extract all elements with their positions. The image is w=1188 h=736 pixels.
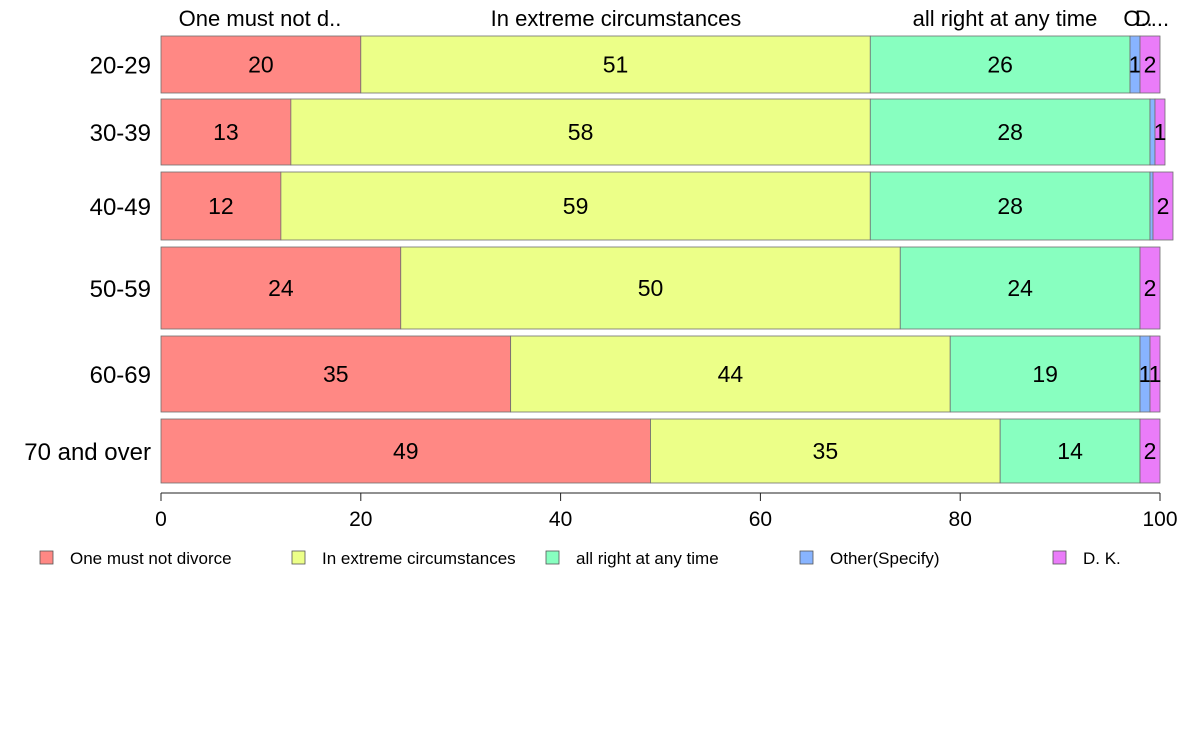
- bar-segment: [1149, 171, 1154, 241]
- x-tick-label: 0: [155, 508, 167, 531]
- data-label: 2: [1144, 275, 1157, 301]
- bar-segment: [160, 35, 362, 94]
- data-label: 28: [997, 193, 1023, 219]
- category-label: 20-29: [90, 53, 151, 80]
- bar-segment: [1154, 98, 1166, 166]
- legend-label: In extreme circumstances: [322, 549, 516, 568]
- legend-swatch: [545, 550, 560, 565]
- data-label: 20: [248, 52, 274, 78]
- data-label: 28: [997, 119, 1023, 145]
- data-label: 58: [568, 119, 594, 145]
- data-label: 19: [1032, 361, 1058, 387]
- bar-segment: [360, 35, 871, 94]
- data-label: 12: [208, 193, 234, 219]
- legend-label: D. K.: [1083, 549, 1121, 568]
- bar-segment: [1152, 171, 1174, 241]
- category-label: 40-49: [90, 194, 151, 221]
- data-label: 49: [393, 438, 419, 464]
- top-series-label: One must not d..: [179, 6, 342, 31]
- data-label: 1: [1129, 52, 1142, 78]
- category-label: 30-39: [90, 120, 151, 147]
- bar-segment: [1149, 335, 1161, 413]
- legend-label: Other(Specify): [830, 549, 940, 568]
- data-label: 2: [1144, 52, 1157, 78]
- x-tick-label: 100: [1142, 508, 1177, 531]
- x-tick-label: 80: [949, 508, 972, 531]
- legend-label: One must not divorce: [70, 549, 232, 568]
- bar-segment: [290, 98, 871, 166]
- data-label: 59: [563, 193, 589, 219]
- legend-label: all right at any time: [576, 549, 719, 568]
- bar-segment: [869, 98, 1151, 166]
- data-label: 35: [323, 361, 349, 387]
- data-label: 1: [1154, 119, 1167, 145]
- top-series-label: In extreme circumstances: [491, 6, 742, 31]
- x-tick-label: 60: [749, 508, 772, 531]
- bar-segment: [160, 98, 292, 166]
- bar-segment: [1139, 35, 1161, 94]
- data-label: 24: [1007, 275, 1033, 301]
- legend-swatch: [1052, 550, 1067, 565]
- data-label: 1: [1149, 361, 1162, 387]
- bar-segment: [1139, 246, 1161, 330]
- data-label: 2: [1144, 438, 1157, 464]
- data-label: 50: [638, 275, 664, 301]
- category-label: 50-59: [90, 276, 151, 303]
- data-label: 14: [1057, 438, 1083, 464]
- category-label: 60-69: [90, 362, 151, 389]
- data-label: 26: [987, 52, 1013, 78]
- bar-segment: [949, 335, 1141, 413]
- bar-segment: [510, 335, 951, 413]
- data-label: 44: [718, 361, 744, 387]
- legend-swatch: [291, 550, 306, 565]
- data-label: 35: [813, 438, 839, 464]
- x-tick-label: 40: [549, 508, 572, 531]
- bar-segment: [869, 171, 1151, 241]
- data-label: 13: [213, 119, 239, 145]
- bar-segment: [869, 35, 1131, 94]
- bar-segment: [1139, 418, 1161, 484]
- data-label: 24: [268, 275, 294, 301]
- legend-swatch: [799, 550, 814, 565]
- bar-segment: [899, 246, 1141, 330]
- data-label: 51: [603, 52, 629, 78]
- category-label: 70 and over: [24, 439, 151, 466]
- bar-segment: [999, 418, 1141, 484]
- bar-segment: [160, 335, 512, 413]
- top-series-label: D...: [1135, 6, 1169, 31]
- data-label: 2: [1157, 193, 1170, 219]
- top-series-label: all right at any time: [913, 6, 1098, 31]
- top-series-label: O..: [1123, 6, 1152, 31]
- x-tick-label: 20: [349, 508, 372, 531]
- bar-segment: [400, 246, 901, 330]
- data-label: 1: [1139, 361, 1152, 387]
- bar-segment: [160, 171, 282, 241]
- legend-swatch: [39, 550, 54, 565]
- bar-segment: [160, 246, 402, 330]
- bar-segment: [650, 418, 1001, 484]
- bar-segment: [280, 171, 871, 241]
